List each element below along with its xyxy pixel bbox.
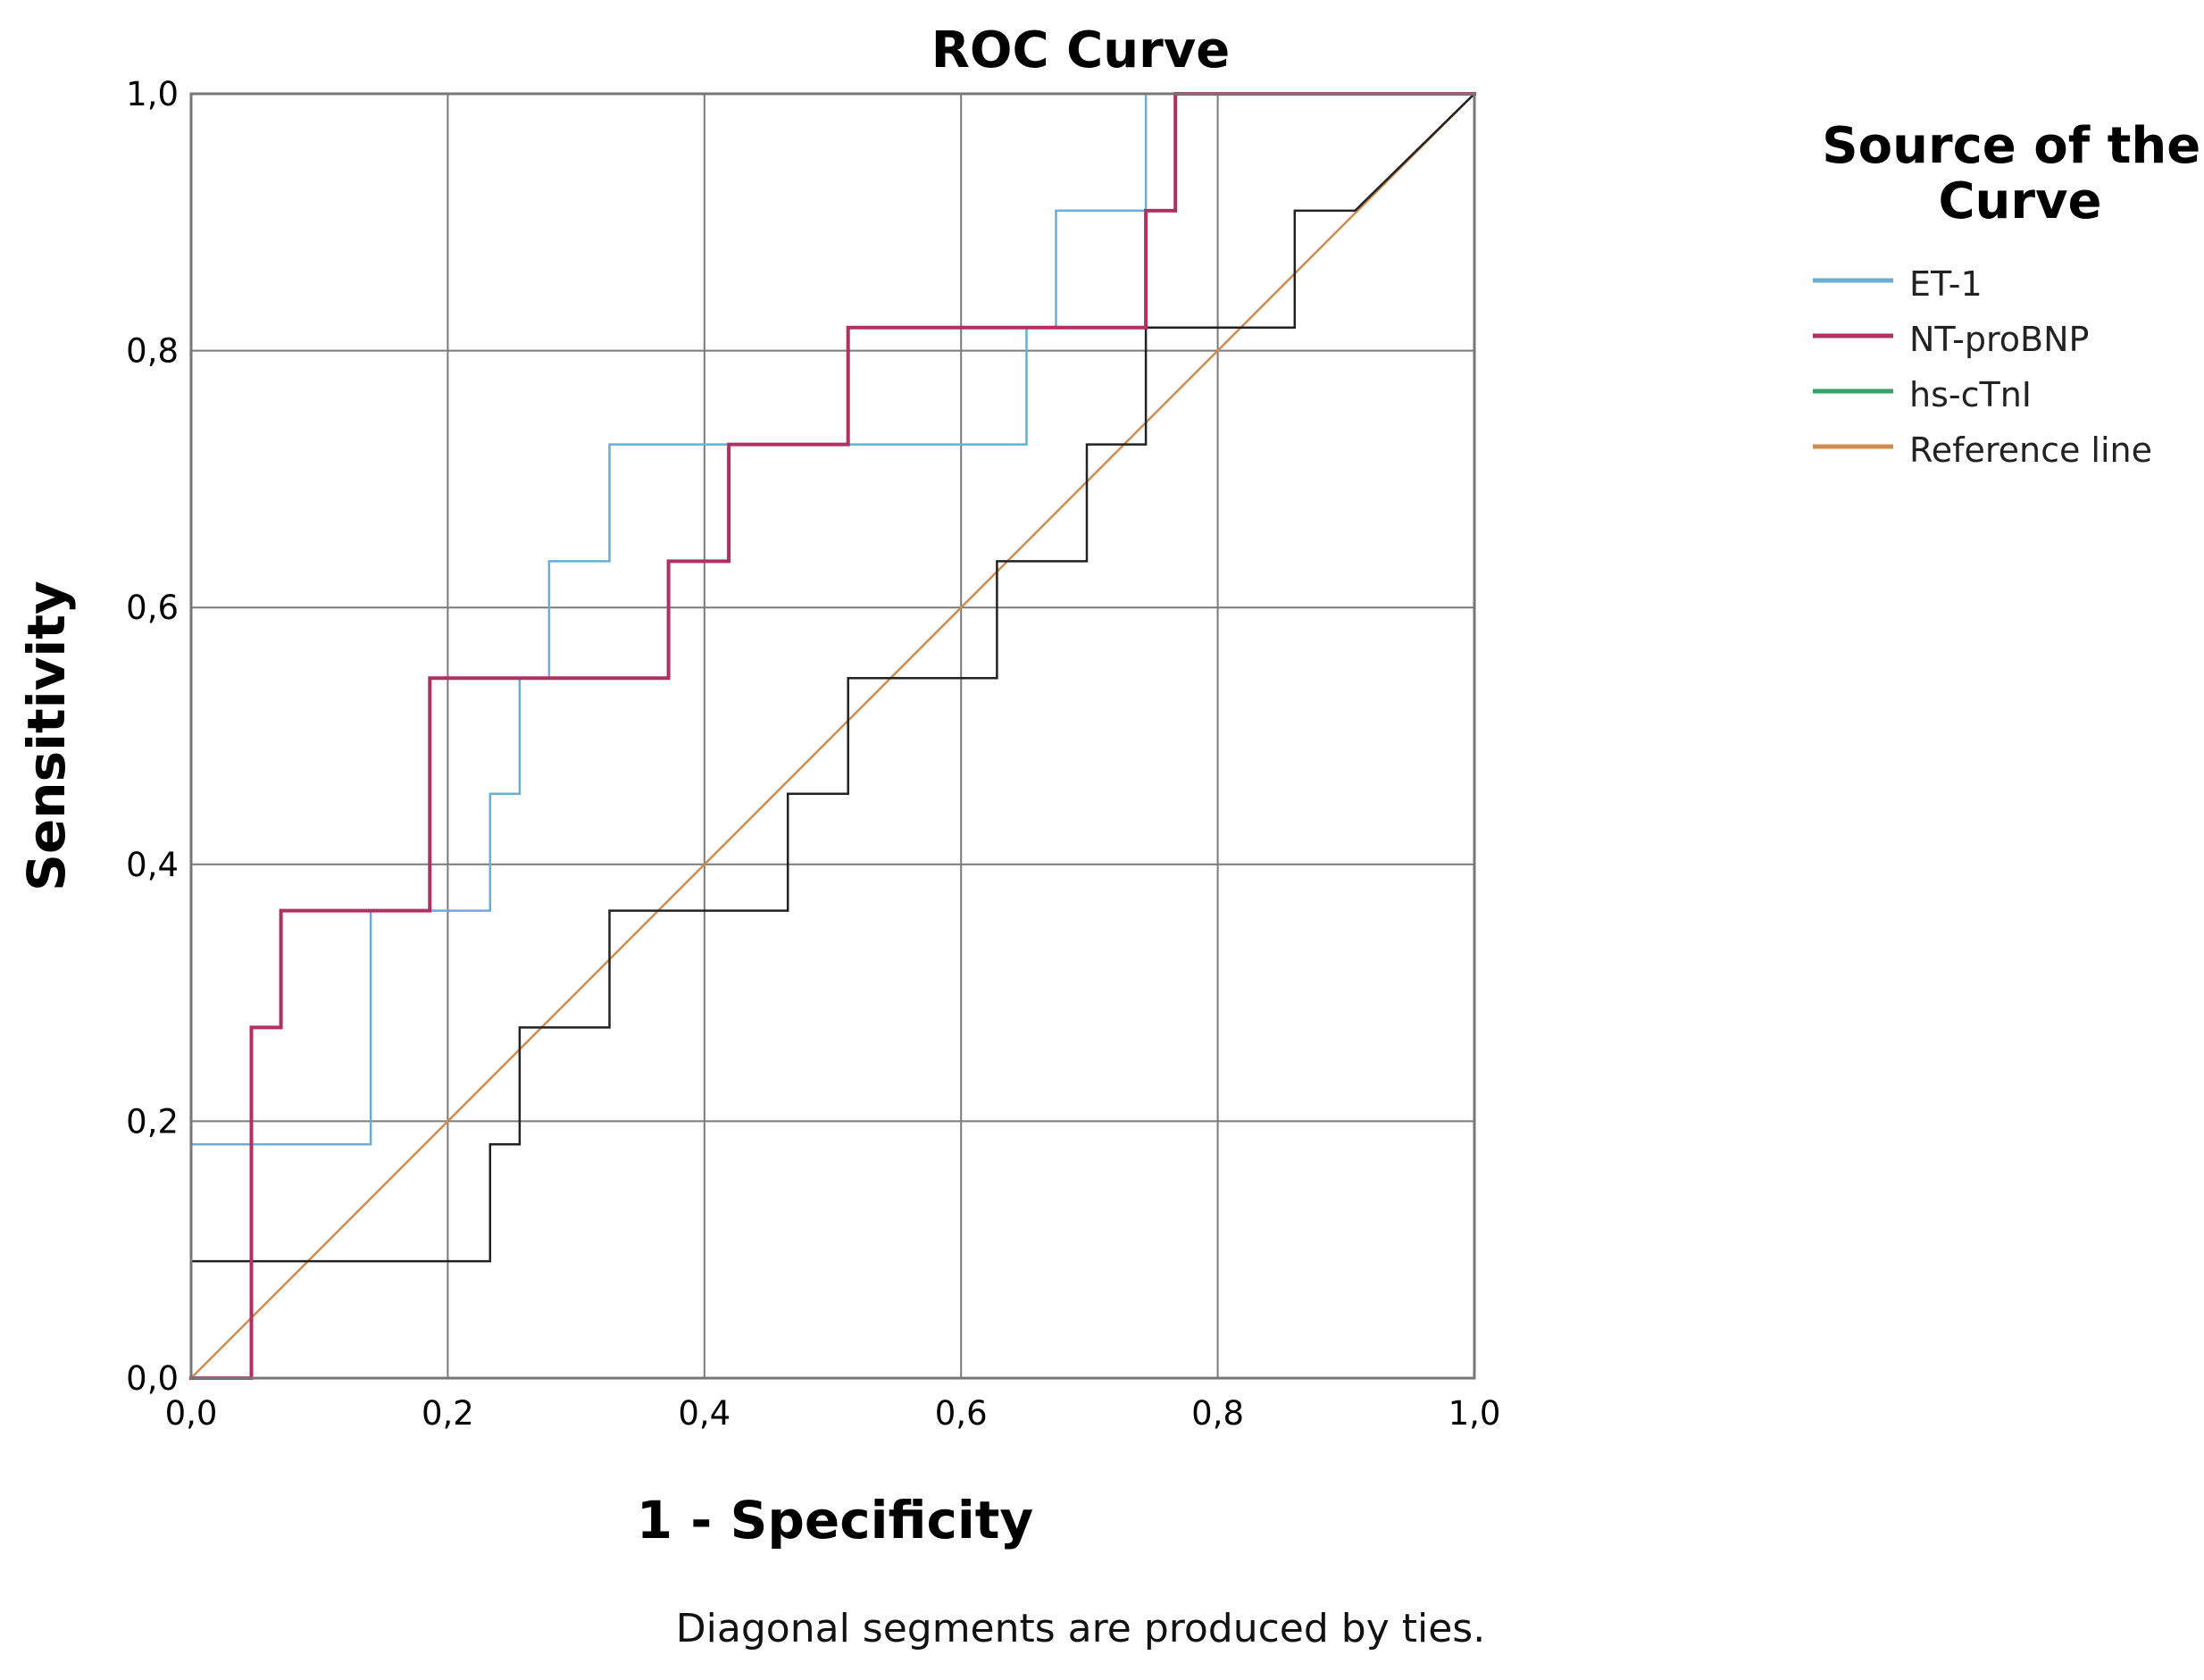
series-line-reference-line: [189, 92, 1476, 1380]
plot-series: [189, 92, 1476, 1380]
legend-title-line-1: Source of the: [1822, 117, 2200, 175]
x-axis-label: 1 - Specificity: [637, 1490, 1034, 1550]
footnote: Diagonal segments are produced by ties.: [676, 1606, 1485, 1651]
chart-title: ROC Curve: [931, 21, 1230, 79]
legend-label: ET-1: [1909, 264, 1983, 304]
x-tick-label: 0,8: [1191, 1394, 1244, 1433]
legend-items: ET-1 NT-proBNP hs-cTnI Reference line: [1813, 264, 2152, 470]
legend: Source of the Curve ET-1 NT-proBNP hs-cTnI…: [1813, 117, 2204, 470]
x-axis-ticks: 0,0 0,2 0,4 0,6 0,8 1,0: [165, 1394, 1501, 1433]
legend-label: Reference line: [1909, 430, 2152, 470]
legend-label: hs-cTnI: [1909, 375, 2032, 414]
plot-frame: [189, 92, 1476, 1380]
x-tick-label: 0,0: [165, 1394, 218, 1433]
series-line-nt-probnp: [189, 92, 1476, 1380]
y-tick-label: 0,2: [126, 1102, 179, 1141]
y-axis-ticks: 0,0 0,2 0,4 0,6 0,8 1,0: [126, 75, 179, 1398]
legend-title: Source of the Curve: [1822, 117, 2204, 230]
series-line-hs-ctni: [189, 92, 1476, 1380]
y-tick-label: 1,0: [126, 75, 179, 113]
y-tick-label: 0,6: [126, 589, 179, 627]
x-tick-label: 0,6: [935, 1394, 988, 1433]
y-tick-label: 0,8: [126, 332, 179, 371]
grid: [191, 94, 1474, 1378]
legend-title-line-2: Curve: [1938, 172, 2101, 230]
x-tick-label: 1,0: [1448, 1394, 1501, 1433]
y-tick-label: 0,0: [126, 1359, 179, 1398]
y-axis-label: Sensitivity: [16, 581, 77, 891]
legend-label: NT-proBNP: [1909, 320, 2089, 359]
y-tick-label: 0,4: [126, 846, 179, 884]
x-tick-label: 0,2: [422, 1394, 474, 1433]
x-tick-label: 0,4: [678, 1394, 730, 1433]
